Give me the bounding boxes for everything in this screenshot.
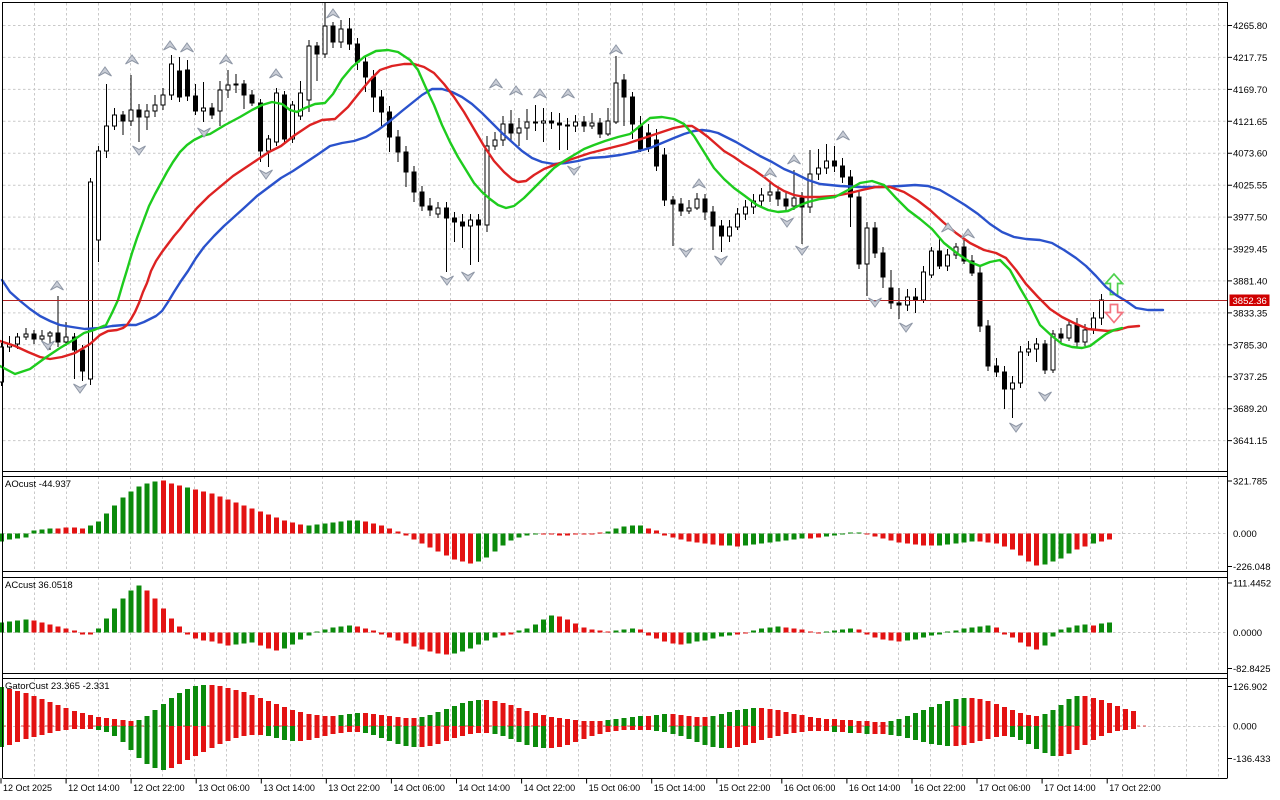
svg-text:126.902: 126.902 xyxy=(1233,682,1267,693)
svg-text:3881.40: 3881.40 xyxy=(1233,276,1267,287)
svg-text:3737.25: 3737.25 xyxy=(1233,372,1267,383)
svg-text:3785.30: 3785.30 xyxy=(1233,340,1267,351)
svg-text:ACcust 36.0518: ACcust 36.0518 xyxy=(5,580,73,591)
svg-text:4121.65: 4121.65 xyxy=(1233,117,1267,128)
svg-text:12 Oct 14:00: 12 Oct 14:00 xyxy=(68,783,120,793)
svg-text:16 Oct 06:00: 16 Oct 06:00 xyxy=(784,783,836,793)
svg-text:13 Oct 06:00: 13 Oct 06:00 xyxy=(198,783,250,793)
svg-text:16 Oct 14:00: 16 Oct 14:00 xyxy=(849,783,901,793)
svg-text:17 Oct 22:00: 17 Oct 22:00 xyxy=(1109,783,1161,793)
svg-text:15 Oct 06:00: 15 Oct 06:00 xyxy=(589,783,641,793)
svg-text:4265.80: 4265.80 xyxy=(1233,21,1267,32)
svg-text:17 Oct 06:00: 17 Oct 06:00 xyxy=(979,783,1031,793)
svg-text:3641.15: 3641.15 xyxy=(1233,436,1267,447)
svg-text:15 Oct 14:00: 15 Oct 14:00 xyxy=(654,783,706,793)
svg-text:12 Oct 22:00: 12 Oct 22:00 xyxy=(133,783,185,793)
svg-text:14 Oct 06:00: 14 Oct 06:00 xyxy=(393,783,445,793)
svg-text:0.000: 0.000 xyxy=(1233,722,1257,733)
svg-text:4073.60: 4073.60 xyxy=(1233,149,1267,160)
svg-text:3689.20: 3689.20 xyxy=(1233,404,1267,415)
svg-text:AOcust -44.937: AOcust -44.937 xyxy=(5,479,71,490)
svg-text:14 Oct 14:00: 14 Oct 14:00 xyxy=(459,783,511,793)
svg-text:3852.36: 3852.36 xyxy=(1233,296,1267,307)
svg-text:-136.433: -136.433 xyxy=(1233,754,1271,765)
svg-text:0.0000: 0.0000 xyxy=(1233,628,1262,639)
svg-text:12 Oct 2025: 12 Oct 2025 xyxy=(3,783,52,793)
svg-text:GatorCust 23.365 -2.331: GatorCust 23.365 -2.331 xyxy=(5,681,110,692)
svg-text:17 Oct 14:00: 17 Oct 14:00 xyxy=(1044,783,1096,793)
svg-text:321.785: 321.785 xyxy=(1233,477,1267,488)
svg-text:15 Oct 22:00: 15 Oct 22:00 xyxy=(719,783,771,793)
svg-text:13 Oct 22:00: 13 Oct 22:00 xyxy=(328,783,380,793)
svg-text:-82.8425: -82.8425 xyxy=(1233,664,1271,675)
svg-text:3929.45: 3929.45 xyxy=(1233,245,1267,256)
svg-text:3977.50: 3977.50 xyxy=(1233,213,1267,224)
svg-text:-226.048: -226.048 xyxy=(1233,562,1271,573)
svg-text:14 Oct 22:00: 14 Oct 22:00 xyxy=(524,783,576,793)
svg-text:4025.55: 4025.55 xyxy=(1233,181,1267,192)
svg-text:3833.35: 3833.35 xyxy=(1233,308,1267,319)
svg-text:4169.70: 4169.70 xyxy=(1233,85,1267,96)
svg-text:16 Oct 22:00: 16 Oct 22:00 xyxy=(914,783,966,793)
svg-text:4217.75: 4217.75 xyxy=(1233,53,1267,64)
svg-text:111.4452: 111.4452 xyxy=(1233,579,1271,590)
svg-text:13 Oct 14:00: 13 Oct 14:00 xyxy=(263,783,315,793)
svg-text:0.000: 0.000 xyxy=(1233,529,1257,540)
